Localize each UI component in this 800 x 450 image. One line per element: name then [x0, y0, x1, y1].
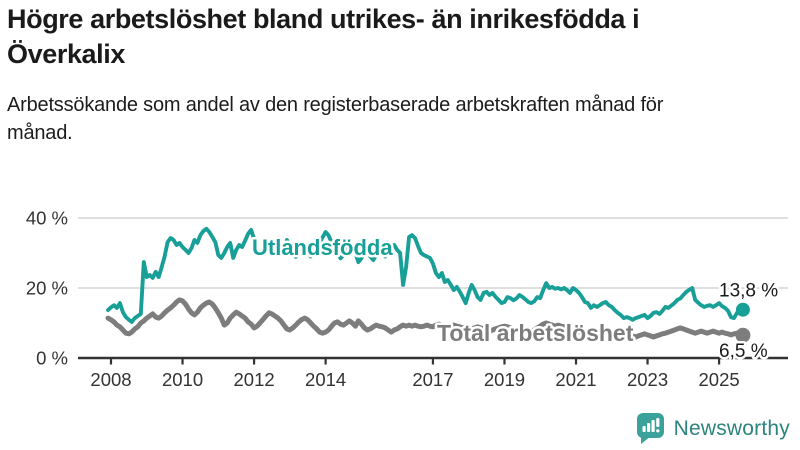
newsworthy-logo: Newsworthy: [636, 412, 790, 445]
series-line-total: [105, 297, 746, 342]
x-tick-label: 2023: [627, 369, 668, 390]
page-title: Högre arbetslöshet bland utrikes- än inr…: [7, 4, 640, 69]
x-tick-label: 2017: [412, 369, 453, 390]
x-tick-label: 2008: [90, 369, 131, 390]
x-tick-label: 2021: [555, 369, 596, 390]
series-end-label: 6,5 %: [719, 341, 768, 362]
x-tick-label: 2014: [305, 369, 346, 390]
series-end-dot: [735, 327, 751, 343]
chart-subtitle: Arbetssökande som andel av den registerb…: [7, 94, 664, 145]
x-tick-label: 2019: [484, 369, 525, 390]
series-end-dot: [735, 302, 750, 317]
series-label-total: Total arbetslöshet: [437, 320, 634, 346]
x-tick-label: 2010: [162, 369, 203, 390]
series-end-label: 13,8 %: [719, 281, 778, 302]
y-tick-label: 20 %: [26, 278, 68, 299]
y-tick-label: 0 %: [36, 348, 68, 369]
series-label-utlandsfodda: Utlandsfödda: [252, 235, 393, 260]
x-tick-label: 2025: [699, 369, 740, 390]
y-tick-label: 40 %: [26, 208, 68, 229]
line-chart: 0 % 20 % 40 % 2008 2010 2012 2014 2017 2019 2021 2…: [26, 208, 788, 390]
newsworthy-logo-icon: [636, 413, 664, 444]
x-tick-label: 2012: [234, 369, 275, 390]
series-line-utlandsfodda: [106, 226, 745, 324]
chart-header: Högre arbetslöshet bland utrikes- än inr…: [7, 2, 727, 148]
newsworthy-wordmark: Newsworthy: [673, 416, 790, 440]
